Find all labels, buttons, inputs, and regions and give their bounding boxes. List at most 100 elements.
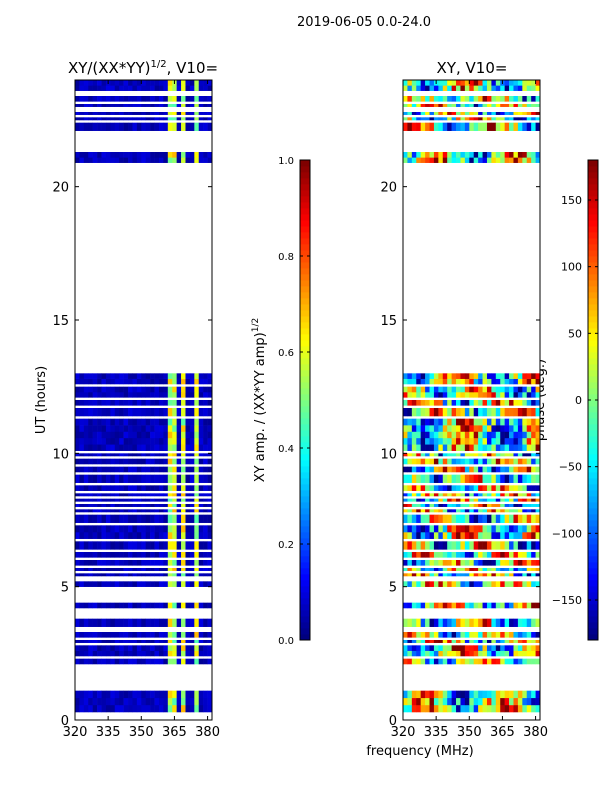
heatmap-cell (158, 378, 164, 385)
heatmap-cell (403, 568, 408, 571)
heatmap-cell (442, 697, 448, 706)
heatmap-cell (150, 602, 155, 609)
heatmap-cell (411, 690, 417, 699)
heatmap-cell (198, 378, 204, 385)
heatmap-cell (101, 96, 107, 102)
heatmap-cell (482, 690, 488, 699)
heatmap-cell (509, 392, 514, 398)
heatmap-cell (198, 552, 204, 558)
heatmap-cell (145, 112, 151, 115)
heatmap-cell (473, 514, 479, 523)
heatmap-cell (416, 532, 421, 539)
heatmap-cell (185, 560, 191, 566)
heatmap-cell (167, 466, 173, 473)
heatmap-cell (176, 85, 182, 91)
heatmap-cell (420, 498, 426, 502)
heatmap-cell (92, 408, 98, 417)
heatmap-cell (460, 431, 466, 439)
heatmap-cell (185, 690, 191, 699)
heatmap-cell (167, 509, 173, 513)
heatmap-cell (150, 650, 155, 657)
heatmap-cell (128, 602, 133, 609)
heatmap-cell (203, 645, 208, 651)
heatmap-cell (411, 658, 417, 665)
heatmap-cell (167, 541, 173, 550)
heatmap-cell (105, 104, 111, 107)
heatmap-cell (456, 373, 461, 379)
heatmap-cell (460, 697, 466, 706)
heatmap-cell (185, 96, 191, 102)
heatmap-cell (167, 104, 173, 107)
heatmap-cell (101, 85, 107, 91)
heatmap-cell (167, 632, 173, 638)
heatmap-cell (158, 581, 164, 587)
heatmap-cell (411, 386, 417, 393)
heatmap-cell (185, 80, 191, 86)
heatmap-cell (504, 431, 510, 439)
heatmap-cell (420, 532, 426, 539)
heatmap-cell (478, 122, 483, 131)
heatmap-cell (420, 386, 426, 393)
heatmap-cell (154, 152, 160, 158)
heatmap-cell (509, 541, 514, 550)
heatmap-cell (97, 645, 102, 651)
heatmap-cell (203, 458, 208, 465)
heatmap-cell (473, 697, 479, 706)
heatmap-cell (88, 437, 93, 445)
colorbar-segment (300, 196, 310, 203)
heatmap-cell (101, 444, 107, 451)
heatmap-cell (181, 152, 186, 158)
heatmap-cell (158, 552, 164, 558)
heatmap-cell (535, 602, 541, 609)
heatmap-cell (473, 425, 479, 432)
heatmap-cell (504, 437, 510, 445)
heatmap-cell (114, 85, 120, 91)
heatmap-cell (460, 493, 466, 497)
heatmap-cell (198, 425, 204, 432)
heatmap-cell (438, 650, 444, 657)
heatmap-cell (88, 157, 93, 163)
heatmap-cell (517, 437, 523, 445)
heatmap-cell (456, 552, 461, 558)
heatmap-cell (172, 704, 177, 713)
heatmap-cell (482, 104, 488, 107)
heatmap-cell (123, 437, 129, 445)
colorbar-segment (300, 568, 310, 575)
heatmap-cell (203, 658, 208, 665)
heatmap-cell (128, 498, 133, 502)
heatmap-cell (522, 493, 528, 497)
colorbar-segment (300, 256, 310, 263)
heatmap-cell (128, 650, 133, 657)
heatmap-cell (150, 690, 155, 699)
heatmap-cell (429, 112, 435, 115)
heatmap-cell (132, 425, 138, 432)
heatmap-cell (535, 152, 541, 158)
heatmap-cell (438, 632, 444, 638)
heatmap-cell (429, 632, 435, 638)
heatmap-cell (163, 104, 169, 107)
heatmap-cell (451, 485, 457, 491)
heatmap-cell (509, 560, 514, 566)
heatmap-cell (451, 408, 457, 417)
heatmap-cell (495, 640, 501, 643)
heatmap-cell (482, 152, 488, 158)
heatmap-cell (460, 618, 466, 627)
heatmap-cell (429, 568, 435, 571)
heatmap-cell (416, 632, 421, 638)
heatmap-cell (420, 458, 426, 465)
heatmap-cell (154, 509, 160, 513)
heatmap-cell (425, 104, 430, 107)
colorbar-segment (300, 634, 310, 641)
heatmap-cell (517, 690, 523, 699)
heatmap-cell (145, 532, 151, 539)
heatmap-cell (433, 504, 439, 507)
heatmap-cell (486, 573, 492, 577)
heatmap-cell (176, 437, 182, 445)
heatmap-cell (194, 378, 200, 385)
heatmap-cell (473, 552, 479, 558)
heatmap-cell (110, 581, 116, 587)
heatmap-cell (75, 581, 80, 587)
heatmap-cell (403, 525, 408, 533)
heatmap-cell (486, 444, 492, 451)
heatmap-cell (535, 498, 541, 502)
